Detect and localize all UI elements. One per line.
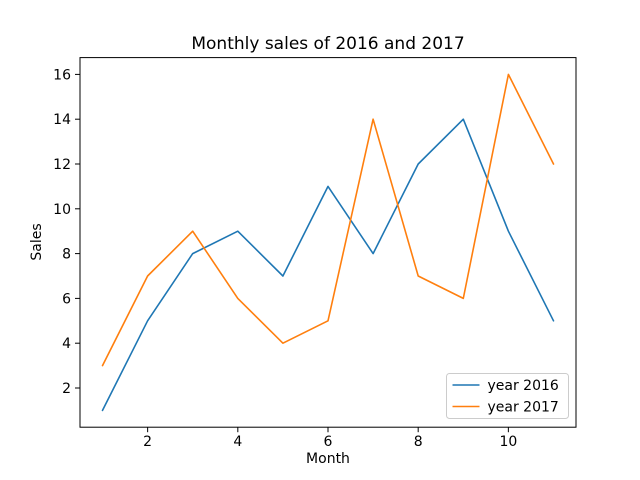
axes-frame	[79, 57, 577, 428]
y-tick-label: 10	[53, 202, 71, 218]
y-tick-label: 8	[62, 247, 71, 263]
legend-entry-label: year 2017	[488, 400, 559, 416]
x-tick-label: 4	[233, 434, 242, 450]
legend-entry-label: year 2016	[488, 378, 559, 394]
y-tick-label: 16	[53, 67, 71, 83]
x-tick-label: 10	[499, 434, 517, 450]
series-line-year-2017	[101, 73, 555, 367]
y-tick-label: 4	[62, 336, 71, 352]
x-tick-label: 8	[414, 434, 423, 450]
x-axis-label: Month	[306, 451, 350, 467]
x-tick-label: 6	[324, 434, 333, 450]
y-tick-label: 2	[62, 381, 71, 397]
y-axis-label: Sales	[29, 223, 45, 261]
y-tick-label: 14	[53, 112, 71, 128]
series-line-year-2016	[101, 118, 555, 412]
y-tick-label: 12	[53, 157, 71, 173]
y-tick-label: 6	[62, 291, 71, 307]
chart-title: Monthly sales of 2016 and 2017	[191, 34, 465, 54]
x-tick-label: 2	[143, 434, 152, 450]
